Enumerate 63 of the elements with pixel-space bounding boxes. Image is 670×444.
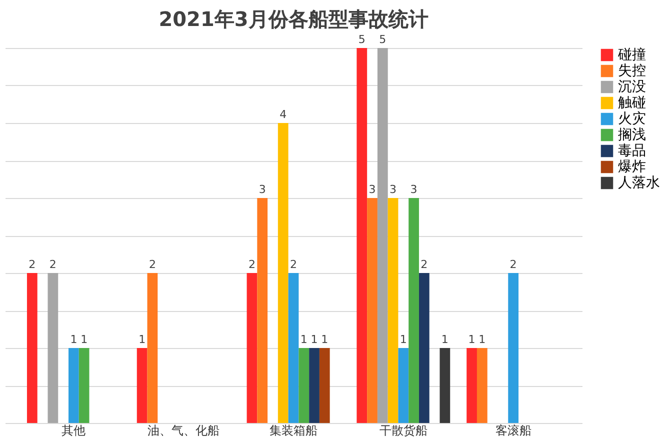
data-label: 1 (400, 333, 407, 346)
legend-label: 失控 (618, 63, 646, 79)
data-label: 2 (148, 258, 156, 271)
legend-label: 碰撞 (617, 47, 646, 63)
legend-label: 毒品 (618, 143, 646, 159)
bar (298, 348, 310, 423)
data-label: 2 (248, 258, 256, 271)
data-label: 2 (420, 258, 428, 271)
x-tick-label: 干散货船 (379, 424, 428, 438)
bar (246, 273, 258, 423)
data-label: 2 (290, 258, 297, 271)
legend-label: 沉没 (618, 79, 646, 95)
bar (319, 348, 330, 423)
bar (309, 348, 320, 423)
x-tick-label: 其他 (62, 424, 86, 438)
bar (418, 273, 430, 423)
legend-label: 搁浅 (618, 127, 646, 143)
data-label: 1 (80, 333, 88, 346)
bar (26, 273, 38, 423)
bar (398, 348, 409, 423)
x-tick-label: 客滚船 (495, 424, 532, 438)
bar (48, 273, 58, 423)
legend-label: 火灾 (618, 111, 646, 127)
bar (147, 273, 158, 423)
data-label: 1 (70, 333, 78, 346)
bar (288, 273, 299, 423)
legend-label: 人落水 (618, 175, 660, 191)
bar (466, 348, 477, 423)
data-label: 3 (410, 183, 418, 196)
chart-title: 2021年3月份各船型事故统计 (158, 7, 428, 31)
legend-label: 触碰 (618, 95, 646, 111)
bar (508, 273, 518, 423)
data-label: 4 (280, 108, 287, 121)
data-label: 2 (49, 258, 56, 271)
data-label: 1 (321, 333, 328, 346)
bar (257, 198, 268, 423)
bar (476, 348, 488, 423)
bar (377, 48, 388, 423)
data-label: 2 (28, 258, 36, 271)
data-label: 2 (510, 258, 517, 271)
bar (388, 198, 398, 423)
data-label: 1 (478, 333, 486, 346)
data-label: 5 (358, 33, 366, 46)
data-label: 1 (138, 333, 146, 346)
bar (356, 48, 368, 423)
bar (136, 348, 148, 423)
x-tick-label: 集装箱船 (270, 424, 318, 438)
data-label: 3 (258, 183, 266, 196)
data-label: 3 (368, 183, 376, 196)
data-label: 1 (300, 333, 308, 346)
data-label: 3 (390, 183, 397, 196)
bar (78, 348, 90, 423)
bar (278, 123, 288, 423)
x-tick-label: 油、气、化船 (148, 424, 220, 438)
data-label: 1 (441, 333, 448, 346)
bar (367, 198, 378, 423)
data-label: 5 (379, 33, 386, 46)
legend-label: 爆炸 (618, 159, 646, 175)
data-label: 1 (468, 333, 476, 346)
data-label: 1 (310, 333, 318, 346)
bar (408, 198, 419, 423)
bar (440, 348, 450, 423)
bar (68, 348, 79, 423)
